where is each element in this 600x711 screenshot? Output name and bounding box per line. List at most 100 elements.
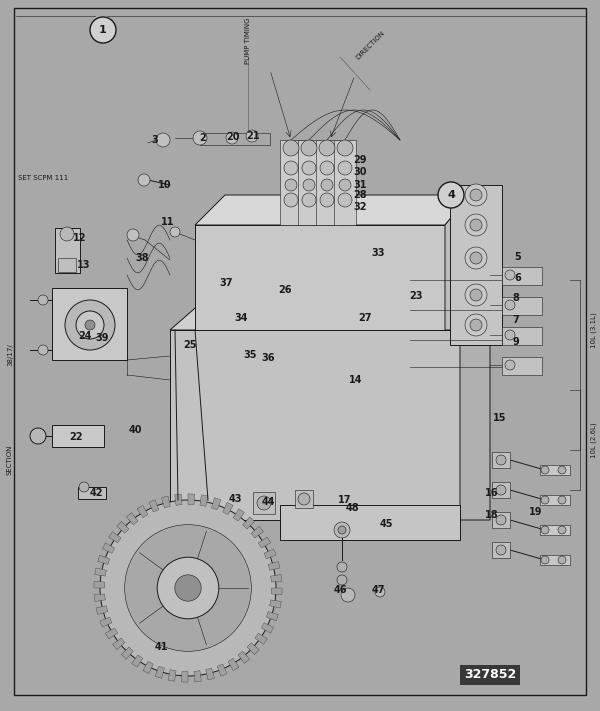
Text: 37: 37 — [219, 278, 233, 288]
Circle shape — [30, 428, 46, 444]
Text: 327852: 327852 — [464, 668, 516, 682]
Polygon shape — [143, 661, 153, 673]
Polygon shape — [251, 526, 263, 538]
Circle shape — [127, 229, 139, 241]
Bar — [492, 452, 510, 468]
Circle shape — [496, 545, 506, 555]
Circle shape — [341, 588, 355, 602]
Text: SET SCPM 111: SET SCPM 111 — [18, 175, 68, 181]
Circle shape — [339, 179, 351, 191]
Polygon shape — [181, 671, 188, 682]
Circle shape — [337, 140, 353, 156]
Text: 16: 16 — [485, 488, 499, 498]
Text: 17: 17 — [338, 495, 352, 505]
Text: 44: 44 — [261, 497, 275, 507]
Circle shape — [465, 214, 487, 236]
Polygon shape — [460, 295, 490, 520]
Text: DIRECTION: DIRECTION — [355, 29, 386, 60]
Polygon shape — [212, 498, 221, 510]
Polygon shape — [233, 509, 244, 521]
Circle shape — [302, 193, 316, 207]
Text: 38: 38 — [135, 253, 149, 263]
Circle shape — [496, 485, 506, 495]
Polygon shape — [149, 500, 159, 512]
Circle shape — [38, 295, 48, 305]
Bar — [450, 185, 502, 345]
Circle shape — [465, 184, 487, 206]
Bar — [58, 258, 76, 272]
Text: 2: 2 — [200, 133, 206, 143]
Circle shape — [470, 319, 482, 331]
Polygon shape — [247, 643, 259, 655]
Polygon shape — [223, 503, 233, 515]
Text: SECTION: SECTION — [7, 445, 13, 475]
Text: 9: 9 — [512, 337, 520, 347]
Polygon shape — [96, 606, 108, 614]
Text: 8: 8 — [512, 293, 520, 303]
Bar — [502, 297, 542, 315]
Circle shape — [38, 345, 48, 355]
Text: 10L (2.6L): 10L (2.6L) — [591, 422, 597, 458]
Text: PUMP TIMING: PUMP TIMING — [245, 18, 251, 65]
Polygon shape — [113, 638, 125, 650]
Text: 40: 40 — [128, 425, 142, 435]
Circle shape — [338, 193, 352, 207]
Bar — [502, 357, 542, 375]
Polygon shape — [95, 568, 106, 576]
Circle shape — [438, 182, 464, 208]
Bar — [200, 133, 270, 145]
Bar — [540, 525, 570, 535]
Bar — [492, 542, 510, 558]
Circle shape — [505, 330, 515, 340]
Polygon shape — [103, 543, 115, 553]
Bar — [253, 492, 275, 514]
Bar — [170, 330, 460, 520]
Polygon shape — [255, 634, 267, 644]
Bar — [502, 267, 542, 285]
Text: 13: 13 — [77, 260, 91, 270]
Polygon shape — [195, 195, 470, 225]
Bar — [316, 140, 338, 225]
Circle shape — [90, 17, 116, 43]
Text: 27: 27 — [358, 313, 372, 323]
Bar — [334, 140, 356, 225]
Polygon shape — [94, 582, 104, 588]
Circle shape — [496, 455, 506, 465]
Text: 30: 30 — [353, 167, 367, 177]
Text: 36: 36 — [261, 353, 275, 363]
Polygon shape — [175, 494, 182, 506]
Bar — [540, 495, 570, 505]
Polygon shape — [121, 647, 133, 659]
Text: 1: 1 — [99, 25, 107, 35]
Text: 41: 41 — [154, 642, 168, 652]
Polygon shape — [271, 588, 282, 594]
Polygon shape — [268, 562, 280, 570]
Circle shape — [298, 493, 310, 505]
Text: 33: 33 — [371, 248, 385, 258]
Circle shape — [320, 193, 334, 207]
Circle shape — [541, 496, 549, 504]
Circle shape — [558, 556, 566, 564]
Circle shape — [470, 252, 482, 264]
Circle shape — [156, 133, 170, 147]
Circle shape — [337, 562, 347, 572]
Text: 10: 10 — [158, 180, 172, 190]
Polygon shape — [228, 658, 239, 670]
Bar — [52, 425, 104, 447]
Text: 43: 43 — [228, 494, 242, 504]
Circle shape — [505, 360, 515, 370]
Polygon shape — [200, 495, 208, 506]
Text: 19: 19 — [529, 507, 543, 517]
Text: 10L (3.1L): 10L (3.1L) — [591, 312, 597, 348]
Bar — [540, 465, 570, 475]
Circle shape — [301, 140, 317, 156]
Circle shape — [541, 556, 549, 564]
Polygon shape — [94, 594, 105, 602]
Circle shape — [246, 130, 258, 142]
Text: 25: 25 — [183, 340, 197, 350]
Text: 7: 7 — [512, 315, 520, 325]
Bar — [502, 327, 542, 345]
Polygon shape — [264, 549, 276, 559]
Circle shape — [285, 179, 297, 191]
Circle shape — [170, 227, 180, 237]
